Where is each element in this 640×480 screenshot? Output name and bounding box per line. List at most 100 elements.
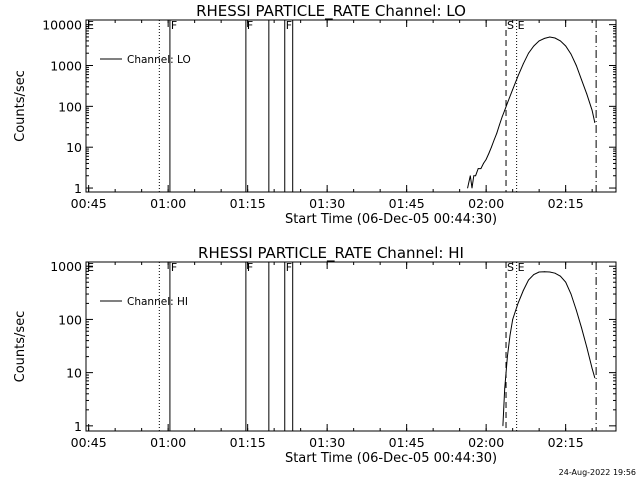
data-point: [570, 53, 572, 55]
data-point: [554, 272, 556, 274]
data-point: [499, 124, 500, 126]
data-point: [501, 116, 503, 118]
x-tick-label: 01:00: [150, 435, 186, 450]
data-point: [506, 356, 508, 358]
data-point: [488, 153, 490, 154]
data-point: [480, 168, 482, 169]
data-point: [581, 327, 582, 329]
data-point: [559, 40, 561, 42]
data-point: [544, 38, 545, 39]
data-point: [533, 274, 535, 275]
data-point: [471, 187, 473, 189]
y-tick-label: 100: [58, 312, 82, 327]
data-point: [469, 175, 471, 177]
x-tick-label: 02:00: [468, 435, 504, 450]
y-tick-label: 10000: [42, 18, 82, 33]
data-point: [549, 271, 551, 273]
data-point: [522, 290, 524, 291]
series-line: [502, 271, 596, 426]
chart-panel-0: RHESSI PARTICLE_RATE Channel: LO 00:45 01:…: [13, 2, 617, 227]
data-point: [517, 303, 519, 304]
generation-timestamp: 24-Aug-2022 19:56: [558, 468, 636, 477]
x-tick-label: 01:45: [389, 435, 425, 450]
data-point: [549, 36, 551, 38]
event-marker-label: F: [247, 261, 253, 274]
data-point: [591, 368, 593, 369]
x-axis-label: Start Time (06-Dec-05 00:44:30): [285, 212, 497, 227]
data-point: [538, 271, 540, 273]
event-marker-label: E: [518, 261, 525, 274]
data-point: [491, 146, 492, 148]
x-tick-label: 00:45: [71, 196, 107, 211]
data-point: [512, 88, 514, 90]
data-point: [575, 65, 577, 66]
data-point: [528, 52, 529, 54]
data-point: [559, 275, 561, 277]
plot-frame: [85, 261, 617, 432]
event-marker-label: F: [286, 19, 292, 32]
data-point: [594, 122, 596, 124]
data-point: [522, 63, 524, 65]
event-marker-label: S: [507, 19, 514, 32]
legend-label: Channel: HI: [127, 296, 188, 308]
data-point: [570, 293, 572, 295]
data-point: [467, 187, 468, 189]
data-point: [483, 163, 484, 164]
data-point: [586, 346, 588, 348]
x-tick-label: 02:15: [548, 196, 584, 211]
x-tick-label: 01:15: [230, 196, 266, 211]
x-tick-label: 01:45: [389, 196, 425, 211]
x-tick-label: 01:30: [309, 196, 345, 211]
event-marker-label: F: [171, 261, 177, 274]
y-tick-label: 1: [74, 181, 82, 196]
chart-panel-1: RHESSI PARTICLE_RATE Channel: HI 00:45 01:…: [13, 244, 617, 466]
x-tick-label: 01:30: [309, 435, 345, 450]
data-point: [591, 109, 593, 111]
y-tick-label: 1000: [50, 259, 82, 274]
data-point: [473, 175, 475, 177]
data-point: [506, 102, 508, 104]
data-point: [504, 109, 506, 111]
event-marker-label: E: [518, 19, 525, 32]
y-tick-label: 10: [66, 366, 82, 381]
data-point: [586, 93, 588, 95]
event-marker-label: E: [87, 19, 94, 32]
data-point: [502, 425, 504, 427]
y-tick-label: 1000: [50, 59, 82, 74]
data-point: [575, 309, 577, 311]
chart-title: RHESSI PARTICLE_RATE Channel: HI: [198, 244, 464, 263]
event-marker-label: F: [286, 261, 292, 274]
x-axis-label: Start Time (06-Dec-05 00:44:30): [285, 451, 497, 466]
event-marker-label: F: [171, 19, 177, 32]
data-point: [581, 79, 582, 81]
x-tick-label: 02:00: [468, 196, 504, 211]
data-point: [528, 279, 529, 281]
event-marker-label: F: [247, 19, 253, 32]
data-point: [538, 40, 540, 42]
y-axis-label: Counts/sec: [13, 70, 28, 142]
data-point: [512, 319, 514, 320]
data-point: [477, 168, 479, 169]
data-point: [504, 388, 506, 390]
plot-frame: [85, 19, 617, 193]
data-point: [517, 75, 519, 77]
event-marker-label: S: [507, 261, 514, 274]
x-tick-label: 02:15: [548, 435, 584, 450]
series-line: [467, 36, 596, 189]
y-tick-label: 10: [66, 140, 82, 155]
y-tick-label: 100: [58, 99, 82, 114]
event-marker-label: E: [87, 261, 94, 274]
data-point: [509, 335, 511, 336]
legend-label: Channel: LO: [127, 54, 191, 66]
data-point: [496, 132, 498, 134]
data-point: [544, 271, 545, 273]
data-point: [565, 45, 567, 47]
chart-title: RHESSI PARTICLE_RATE Channel: LO: [196, 2, 466, 21]
data-point: [554, 37, 556, 39]
y-axis-label: Counts/sec: [13, 311, 28, 383]
data-point: [594, 377, 596, 379]
data-point: [533, 45, 535, 47]
data-point: [493, 139, 495, 141]
data-point: [485, 159, 487, 160]
